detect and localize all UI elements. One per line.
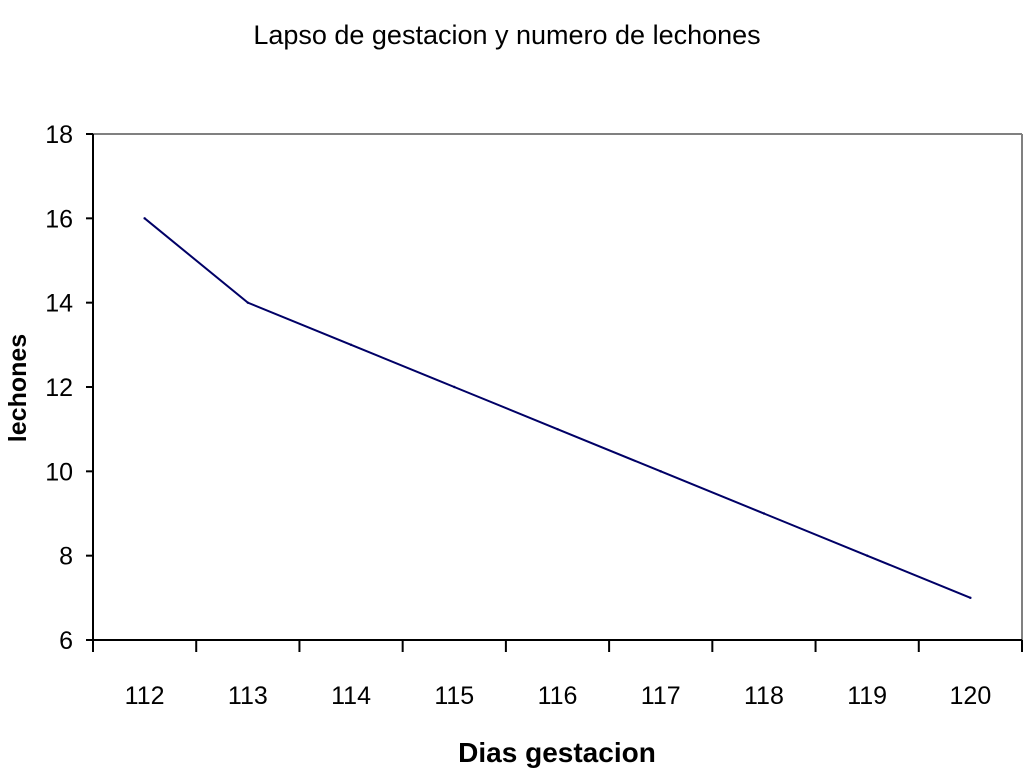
x-axis: 112 113 114 115 116 117 118 119 120: [92, 639, 1023, 710]
x-tick-label: 112: [125, 682, 165, 710]
y-tick-label: 10: [45, 458, 73, 486]
x-tick-label: 116: [538, 682, 578, 710]
data-point: [762, 512, 766, 515]
data-point: [453, 385, 456, 389]
x-tick-label: 115: [434, 682, 474, 710]
y-tick-label: 18: [45, 121, 73, 149]
series-line: [143, 217, 971, 599]
x-axis-label: Dias gestacion: [458, 737, 656, 768]
y-tick-label: 16: [45, 205, 73, 233]
data-point: [349, 343, 353, 347]
chart-title: Lapso de gestacion y numero de lechones: [253, 20, 760, 50]
data-point: [865, 554, 869, 557]
y-tick-label: 8: [59, 543, 73, 571]
data-point: [556, 427, 559, 431]
x-tick-label: 119: [847, 682, 887, 710]
y-axis-label: lechones: [4, 334, 32, 442]
x-tick-label: 118: [744, 682, 784, 710]
x-tick-label: 113: [228, 682, 268, 710]
data-point: [246, 301, 250, 304]
y-tick-label: 6: [59, 627, 73, 655]
y-tick-label: 12: [45, 374, 73, 402]
x-tick-label: 114: [331, 682, 371, 710]
x-tick-label: 117: [641, 682, 681, 710]
y-tick-label: 14: [45, 290, 73, 318]
y-axis: 6 8 10 12 14 16 18: [45, 121, 94, 655]
plot-frame: [93, 133, 1023, 640]
x-tick-label: 120: [950, 682, 992, 710]
data-point: [969, 596, 972, 600]
data-point: [143, 217, 146, 220]
series-group: [143, 217, 972, 600]
data-point: [659, 470, 662, 473]
